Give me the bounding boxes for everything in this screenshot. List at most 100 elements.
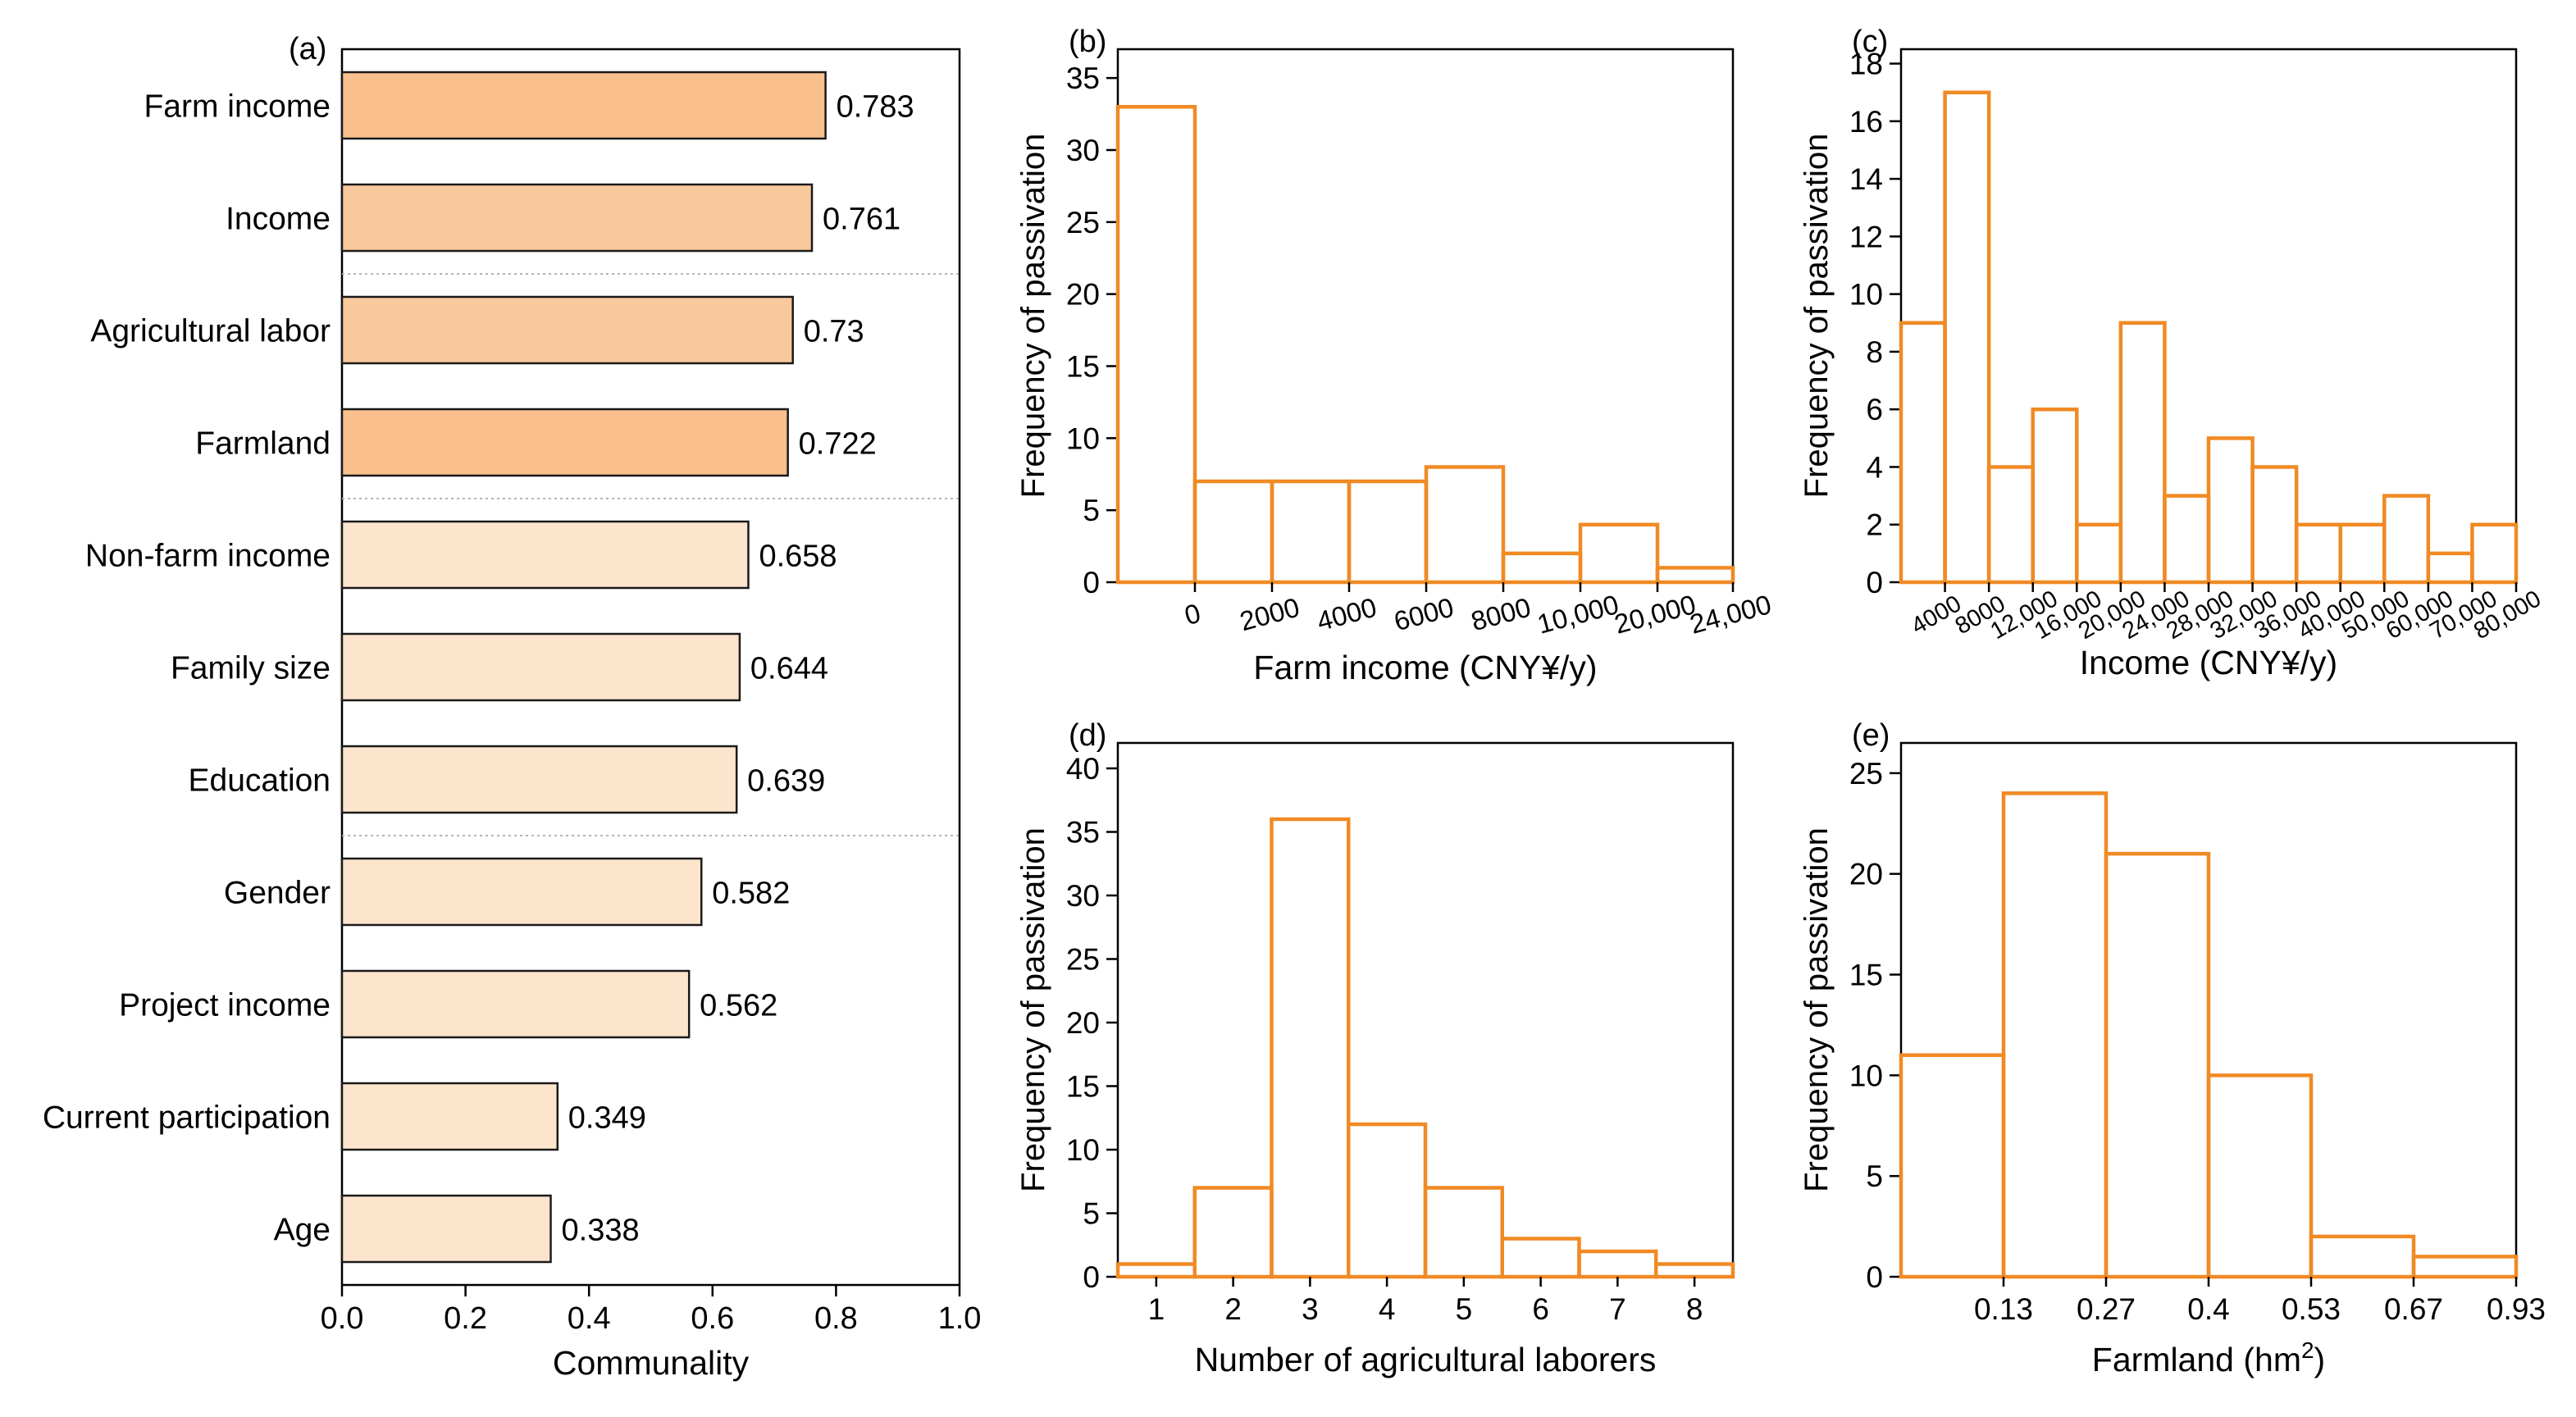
y-tick-label: 4 — [1866, 450, 1883, 484]
histogram-bar — [2470, 522, 2519, 585]
bar — [340, 183, 814, 253]
panel-label: (d) — [1069, 718, 1106, 753]
y-tick-label: 2 — [1866, 508, 1883, 542]
y-tick-label: 14 — [1849, 162, 1883, 196]
x-axis-title: Farm income (CNY¥/y) — [1253, 649, 1597, 686]
y-tick-label: 6 — [1866, 393, 1883, 426]
x-tick-label: 20,000 — [1611, 589, 1698, 640]
histogram-bar — [1501, 551, 1583, 585]
category-label: Education — [189, 763, 331, 799]
y-tick-label: 5 — [1866, 1160, 1883, 1193]
y-tick-label: 0 — [1866, 566, 1883, 599]
histogram-bar — [1654, 1262, 1735, 1279]
income-histogram-panel: (c) 0 2 4 6 8 10 12 14 16 18 Frequency of passivati… — [1799, 25, 2546, 681]
x-axis-title: Communality — [553, 1344, 750, 1382]
panel-label: (e) — [1852, 718, 1890, 753]
x-tick-label: 3 — [1302, 1292, 1319, 1326]
histogram-bar — [2309, 1234, 2416, 1279]
panel-label: (a) — [289, 32, 326, 66]
x-tick-label: 1.0 — [938, 1301, 982, 1336]
x-tick-label: 24,000 — [1686, 589, 1774, 640]
x-axis-title: Number of agricultural laborers — [1195, 1341, 1657, 1378]
histogram-bar — [1899, 321, 1947, 585]
y-tick-label: 25 — [1066, 943, 1100, 977]
x-tick-label: 5 — [1456, 1292, 1473, 1326]
value-label: 0.658 — [759, 540, 837, 574]
x-tick-label: 4 — [1379, 1292, 1396, 1326]
category-label: Farm income — [144, 89, 331, 125]
histogram-bar — [1986, 465, 2035, 585]
y-tick-label: 10 — [1066, 1133, 1100, 1167]
x-axis-title-superscript: 2 — [2301, 1337, 2314, 1363]
histogram-bar — [1578, 522, 1660, 585]
category-label: Farmland — [195, 426, 331, 462]
y-tick-label: 10 — [1849, 1059, 1883, 1092]
category-label: Family size — [171, 651, 331, 686]
y-tick-label: 40 — [1066, 752, 1100, 786]
x-tick-label: 8 — [1686, 1292, 1703, 1326]
category-label: Current participation — [43, 1100, 331, 1136]
histogram-bar — [1423, 1186, 1504, 1279]
x-axis-title-end: ) — [2314, 1341, 2326, 1378]
y-tick-label: 18 — [1849, 48, 1883, 81]
bar — [340, 520, 750, 590]
y-tick-label: 15 — [1066, 1070, 1100, 1104]
histogram-bar — [2001, 791, 2109, 1279]
bar — [340, 71, 827, 140]
bar — [340, 745, 738, 814]
x-tick-label: 4000 — [1314, 592, 1379, 637]
bar — [340, 295, 794, 365]
histogram-bar — [1577, 1249, 1658, 1279]
histogram-bar — [1115, 105, 1197, 585]
category-label: Age — [274, 1213, 331, 1248]
x-tick-label: 0.67 — [2384, 1292, 2443, 1326]
y-tick-label: 10 — [1849, 278, 1883, 312]
y-tick-label: 15 — [1849, 959, 1883, 992]
y-tick-label: 35 — [1066, 816, 1100, 850]
histogram-bar — [2104, 851, 2211, 1279]
bar — [340, 857, 703, 927]
y-tick-label: 15 — [1066, 349, 1100, 383]
histogram-bar — [1943, 90, 1991, 585]
histogram-bar — [2338, 522, 2387, 585]
x-axis-title: Farmland (hm2) — [2092, 1337, 2325, 1378]
category-label: Non-farm income — [85, 539, 331, 574]
x-tick-label: 0.13 — [1974, 1292, 2033, 1326]
value-label: 0.349 — [568, 1101, 646, 1136]
value-label: 0.338 — [562, 1214, 640, 1248]
y-tick-label: 25 — [1849, 757, 1883, 791]
communality-panel: (a) Farm income 0.783 Income 0.761 Agricultur… — [43, 32, 982, 1382]
x-tick-label: 0.4 — [2187, 1292, 2229, 1326]
x-tick-label: 0.2 — [444, 1301, 487, 1336]
x-tick-label: 0.0 — [321, 1301, 364, 1336]
category-label: Gender — [224, 876, 331, 911]
y-tick-label: 30 — [1066, 134, 1100, 167]
histogram-bar — [1424, 465, 1506, 585]
value-label: 0.761 — [823, 203, 900, 237]
histogram-bar — [2411, 1255, 2519, 1279]
farm-income-histogram-panel: (b) 0 5 10 15 20 25 30 35 Frequency of passivatio… — [1015, 25, 1775, 686]
value-label: 0.722 — [799, 427, 877, 462]
x-tick-label: 0.8 — [814, 1301, 858, 1336]
x-tick-label: 6000 — [1391, 592, 1457, 637]
histogram-bar — [1347, 479, 1429, 585]
panel-label: (c) — [1852, 25, 1888, 59]
y-axis-title: Frequency of passivation — [1799, 134, 1835, 499]
x-tick-label: 2 — [1224, 1292, 1242, 1326]
bar — [340, 1082, 559, 1151]
category-label: Agricultural labor — [90, 314, 331, 349]
x-tick-label: 0.4 — [568, 1301, 611, 1336]
y-tick-label: 0 — [1866, 1260, 1883, 1294]
y-tick-label: 30 — [1066, 879, 1100, 913]
bar — [340, 408, 789, 477]
x-tick-label: 2000 — [1237, 592, 1302, 637]
y-tick-label: 10 — [1066, 421, 1100, 455]
x-tick-label: 8000 — [1468, 592, 1534, 637]
x-tick-label: 0.93 — [2487, 1292, 2546, 1326]
y-tick-label: 12 — [1849, 220, 1883, 253]
category-label: Income — [226, 202, 331, 237]
category-label: Project income — [119, 988, 331, 1023]
x-tick-label: 0.6 — [691, 1301, 734, 1336]
farmland-histogram-panel: (e) 0 5 10 15 20 25 Frequency of passivation 0.1… — [1799, 718, 2546, 1378]
